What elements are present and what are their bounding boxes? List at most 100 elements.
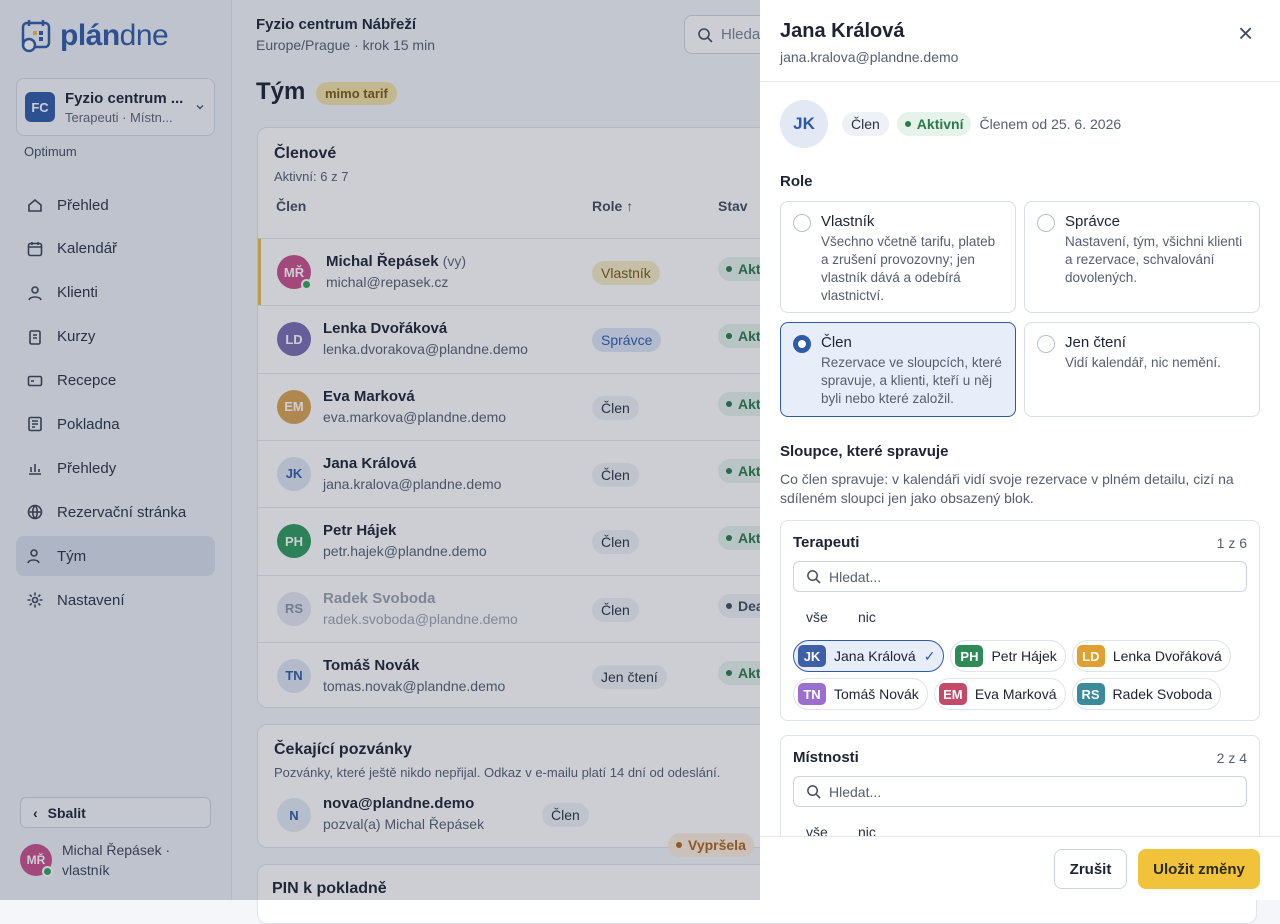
avatar: N bbox=[277, 798, 311, 832]
avatar-initials: EM bbox=[284, 399, 304, 415]
close-button[interactable]: × bbox=[1238, 18, 1254, 48]
member-email: eva.markova@plandne.demo bbox=[323, 408, 507, 425]
user-avatar: MŘ bbox=[20, 844, 53, 877]
role-option[interactable]: Správce Nastavení, tým, všichni klienti a… bbox=[1024, 201, 1260, 313]
chip[interactable]: PH Petr Hájek bbox=[950, 640, 1066, 672]
chip-name: Radek Svoboda bbox=[1112, 686, 1213, 702]
org-subtitle: Europe/Prague · krok 15 min bbox=[256, 37, 435, 53]
nav: Přehled Kalendář Klienti Kurzy Recepce Poklad… bbox=[16, 185, 215, 624]
avatar-initials: JK bbox=[285, 466, 303, 482]
member-info: Lenka Dvořáková lenka.dvorakova@plandne.d… bbox=[323, 320, 528, 357]
avatar: TN bbox=[277, 658, 311, 693]
member-email: lenka.dvorakova@plandne.demo bbox=[323, 341, 528, 358]
avatar: EM bbox=[277, 389, 311, 424]
role-option[interactable]: Jen čtení Vidí kalendář, nic nemění. bbox=[1024, 322, 1260, 417]
avatar-initials: MŘ bbox=[283, 264, 305, 280]
chip-initials: RS bbox=[1076, 683, 1105, 705]
select-all[interactable]: vše bbox=[806, 609, 828, 625]
chip-initials: LD bbox=[1076, 645, 1105, 667]
save-button[interactable]: Uložit změny bbox=[1138, 849, 1260, 889]
cancel-button[interactable]: Zrušit bbox=[1054, 849, 1127, 889]
member-info: Michal Řepásek (vy) michal@repasek.cz bbox=[326, 253, 466, 290]
nav-item[interactable]: Recepce bbox=[16, 361, 215, 401]
group-search[interactable]: Hledat... bbox=[793, 776, 1247, 807]
select-all[interactable]: vše bbox=[806, 824, 828, 836]
user-label: Michal Řepásek · vlastník bbox=[62, 842, 171, 878]
column-group: Terapeuti 1 z 6 Hledat... vše nic JK Jana Král… bbox=[780, 520, 1260, 721]
drawer-name: Jana Králová bbox=[780, 20, 905, 42]
select-none[interactable]: nic bbox=[858, 824, 876, 836]
user[interactable]: MŘ Michal Řepásek · vlastník bbox=[20, 840, 200, 880]
avatar: JK bbox=[277, 456, 311, 491]
chip[interactable]: LD Lenka Dvořáková bbox=[1071, 640, 1231, 672]
column-header[interactable]: Role ↑ bbox=[592, 198, 634, 214]
nav-icon bbox=[29, 329, 41, 345]
role-pill: Člen bbox=[592, 597, 639, 622]
chip-initials: PH bbox=[955, 645, 984, 667]
role-description: Vidí kalendář, nic nemění. bbox=[1065, 355, 1221, 370]
nav-label: Přehledy bbox=[57, 459, 117, 477]
nav-label: Nastavení bbox=[57, 591, 125, 609]
member-info: Petr Hájek petr.hajek@plandne.demo bbox=[323, 522, 487, 559]
you-label: (vy) bbox=[442, 253, 467, 269]
nav-icon bbox=[27, 241, 43, 257]
nav-icon bbox=[28, 417, 42, 432]
avatar: LD bbox=[277, 322, 311, 357]
collapse-button[interactable]: ‹ Sbalit bbox=[20, 797, 211, 828]
avatar: RS bbox=[277, 591, 311, 626]
workspace-switcher[interactable]: FC Fyzio centrum ... Terapeuti · Místn... bbox=[16, 78, 215, 136]
nav-icon bbox=[27, 375, 43, 386]
chip-name: Jana Králová bbox=[834, 648, 916, 664]
member-email: petr.hajek@plandne.demo bbox=[323, 543, 487, 560]
member-name: Michal Řepásek (vy) bbox=[326, 253, 467, 270]
chip[interactable]: RS Radek Svoboda bbox=[1071, 678, 1222, 710]
member-name: Radek Svoboda bbox=[323, 589, 436, 607]
nav-item[interactable]: Kurzy bbox=[16, 317, 215, 357]
nav-item[interactable]: Tým bbox=[16, 536, 215, 577]
role-option[interactable]: Člen Rezervace ve sloupcích, které spravu… bbox=[780, 322, 1016, 417]
badges: Člen Aktivní Členem od 25. 6. 2026 bbox=[842, 112, 1121, 136]
logo[interactable]: plándne bbox=[20, 18, 169, 54]
drawer-avatar: JK bbox=[780, 100, 828, 148]
drawer-footer: Zrušit Uložit změny bbox=[760, 836, 1280, 900]
role-badge: Člen bbox=[842, 112, 889, 136]
nav-item[interactable]: Rezervační stránka bbox=[16, 492, 215, 532]
members-subtitle: Aktivní: 6 z 7 bbox=[274, 169, 349, 184]
overlay[interactable] bbox=[0, 0, 760, 900]
radio bbox=[1037, 335, 1055, 353]
nav-item[interactable]: Klienti bbox=[16, 273, 215, 313]
workspace-subtitle: Terapeuti · Místn... bbox=[65, 109, 173, 125]
search-placeholder: Hledat... bbox=[829, 783, 882, 800]
invitations-title: Čekající pozvánky bbox=[274, 741, 412, 758]
chip-name: Lenka Dvořáková bbox=[1112, 648, 1222, 664]
role-option[interactable]: Vlastník Všechno včetně tarifu, plateb a … bbox=[780, 201, 1016, 313]
member-name: Jana Králová bbox=[323, 454, 417, 472]
nav-item[interactable]: Přehledy bbox=[16, 448, 215, 488]
chip[interactable]: JK Jana Králová ✓ bbox=[793, 640, 945, 672]
workspace-name: Fyzio centrum ... bbox=[65, 89, 184, 107]
role-pill: Člen bbox=[592, 395, 639, 420]
nav-item[interactable]: Pokladna bbox=[16, 404, 215, 444]
nav-label: Kurzy bbox=[57, 328, 96, 346]
nav-item[interactable]: Kalendář bbox=[16, 229, 215, 269]
member-name: Eva Marková bbox=[323, 387, 415, 405]
chip[interactable]: TN Tomáš Novák bbox=[793, 678, 928, 710]
nav-item[interactable]: Přehled bbox=[16, 185, 215, 225]
select-none[interactable]: nic bbox=[858, 609, 876, 625]
plan: Optimum bbox=[24, 144, 77, 159]
group-search[interactable]: Hledat... bbox=[793, 561, 1247, 592]
chip-initials: EM bbox=[938, 683, 967, 705]
group-count: 1 z 6 bbox=[1216, 535, 1247, 551]
radio bbox=[793, 214, 811, 232]
avatar-initials: LD bbox=[285, 331, 303, 347]
chip[interactable]: EM Eva Marková bbox=[933, 678, 1066, 710]
sidebar: plándne FC Fyzio centrum ... Terapeuti · … bbox=[0, 0, 232, 900]
nav-label: Přehled bbox=[57, 196, 109, 214]
nav-label: Klienti bbox=[57, 284, 98, 302]
nav-item[interactable]: Nastavení bbox=[16, 580, 215, 620]
search-icon bbox=[807, 785, 821, 799]
radio bbox=[1037, 214, 1055, 232]
group-count: 2 z 4 bbox=[1216, 750, 1247, 766]
